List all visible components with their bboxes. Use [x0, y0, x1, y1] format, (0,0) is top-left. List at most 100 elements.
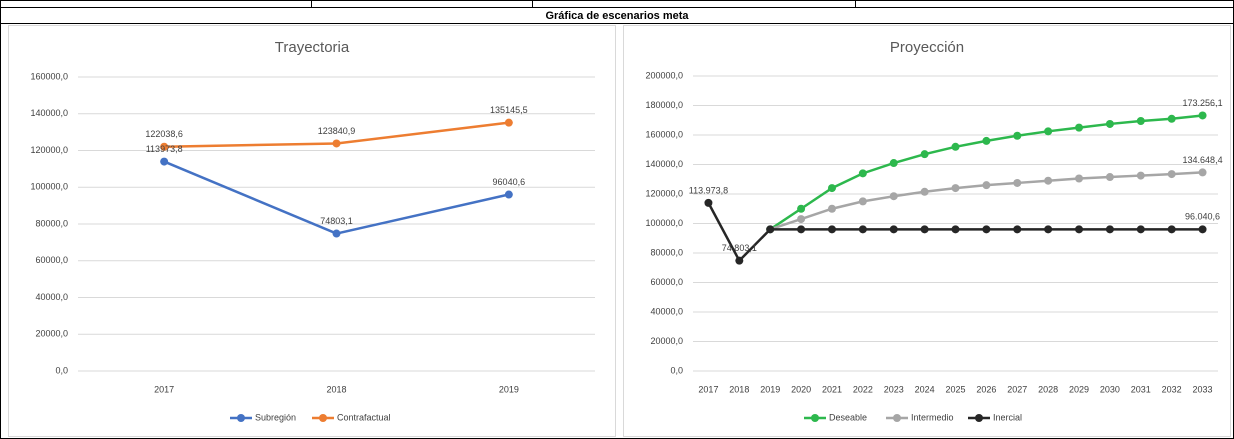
y-tick-label: 20000,0 — [650, 336, 683, 346]
data-label: 74803,1 — [320, 216, 353, 226]
x-tick-label: 2018 — [326, 384, 346, 394]
data-label: 96040,6 — [493, 177, 526, 187]
data-point — [797, 215, 806, 224]
data-point — [797, 204, 806, 213]
data-point — [1167, 170, 1176, 179]
data-point — [889, 192, 898, 201]
data-point — [920, 187, 929, 196]
x-tick-label: 2033 — [1193, 384, 1213, 394]
data-point — [827, 204, 836, 213]
x-tick-label: 2025 — [945, 384, 965, 394]
legend-marker — [237, 414, 245, 422]
legend-marker — [319, 414, 327, 422]
data-point — [797, 225, 806, 234]
legend-marker — [893, 414, 901, 422]
data-point — [704, 198, 713, 207]
data-point — [982, 225, 991, 234]
data-point — [1198, 168, 1207, 177]
data-point — [982, 181, 991, 190]
y-tick-label: 60000,0 — [35, 255, 68, 265]
y-tick-label: 60000,0 — [650, 277, 683, 287]
y-tick-label: 160000,0 — [645, 129, 683, 139]
data-point — [1075, 225, 1084, 234]
x-tick-label: 2026 — [976, 384, 996, 394]
chart-panel — [8, 25, 616, 437]
data-label: 113973,8 — [146, 144, 183, 154]
x-tick-label: 2022 — [853, 384, 873, 394]
legend-label: Contrafactual — [337, 412, 391, 422]
data-label: 123840,9 — [318, 126, 356, 136]
y-tick-label: 0,0 — [670, 365, 683, 375]
data-point — [951, 225, 960, 234]
y-tick-label: 20000,0 — [35, 329, 68, 339]
data-point — [982, 136, 991, 145]
data-point — [766, 225, 775, 234]
x-tick-label: 2024 — [915, 384, 935, 394]
data-point — [1044, 225, 1053, 234]
data-point — [1044, 176, 1053, 185]
y-tick-label: 40000,0 — [35, 292, 68, 302]
data-point — [1136, 225, 1145, 234]
x-tick-label: 2021 — [822, 384, 842, 394]
y-tick-label: 80000,0 — [650, 247, 683, 257]
data-point — [1013, 131, 1022, 140]
data-point — [1167, 225, 1176, 234]
legend-label: Inercial — [993, 412, 1022, 422]
data-label: 113.973,8 — [689, 185, 728, 195]
data-point — [1136, 171, 1145, 180]
y-tick-label: 100000,0 — [645, 218, 683, 228]
data-point — [1075, 174, 1084, 183]
data-point — [1136, 116, 1145, 125]
x-tick-label: 2023 — [884, 384, 904, 394]
data-point — [1167, 114, 1176, 123]
chart-title: Proyección — [890, 39, 964, 56]
x-tick-label: 2030 — [1100, 384, 1120, 394]
data-point — [160, 157, 169, 166]
data-point — [1013, 225, 1022, 234]
data-label: 134.648,4 — [1183, 155, 1223, 165]
data-label: 122038,6 — [145, 129, 183, 139]
data-point — [1105, 119, 1114, 128]
header-title: Gráfica de escenarios meta — [545, 10, 689, 22]
legend-label: Intermedio — [911, 412, 954, 422]
legend-marker — [811, 414, 819, 422]
legend-marker — [975, 414, 983, 422]
data-label: 96.040,6 — [1185, 212, 1220, 222]
data-point — [827, 225, 836, 234]
x-tick-label: 2032 — [1162, 384, 1182, 394]
data-point — [504, 118, 513, 127]
data-label: 74.803,1 — [722, 243, 757, 253]
x-tick-label: 2018 — [729, 384, 749, 394]
y-tick-label: 40000,0 — [650, 306, 683, 316]
data-point — [1105, 173, 1114, 182]
chart-title: Trayectoria — [275, 39, 350, 56]
y-tick-label: 200000,0 — [645, 70, 683, 80]
x-tick-label: 2028 — [1038, 384, 1058, 394]
y-tick-label: 180000,0 — [645, 100, 683, 110]
y-tick-label: 160000,0 — [30, 71, 68, 81]
data-point — [735, 256, 744, 265]
y-tick-label: 80000,0 — [35, 218, 68, 228]
data-point — [1013, 178, 1022, 187]
y-tick-label: 0,0 — [55, 365, 68, 375]
x-tick-label: 2027 — [1007, 384, 1027, 394]
data-point — [858, 169, 867, 178]
data-point — [332, 139, 341, 148]
data-point — [951, 184, 960, 193]
data-point — [920, 150, 929, 159]
data-point — [1198, 111, 1207, 120]
x-tick-label: 2029 — [1069, 384, 1089, 394]
x-tick-label: 2019 — [499, 384, 519, 394]
data-label: 135145,5 — [490, 105, 528, 115]
x-tick-label: 2017 — [154, 384, 174, 394]
y-tick-label: 120000,0 — [645, 188, 683, 198]
data-label: 173.256,1 — [1183, 98, 1223, 108]
y-tick-label: 140000,0 — [30, 108, 68, 118]
data-point — [951, 142, 960, 151]
data-point — [504, 190, 513, 199]
y-tick-label: 140000,0 — [645, 159, 683, 169]
data-point — [920, 225, 929, 234]
data-point — [858, 197, 867, 206]
